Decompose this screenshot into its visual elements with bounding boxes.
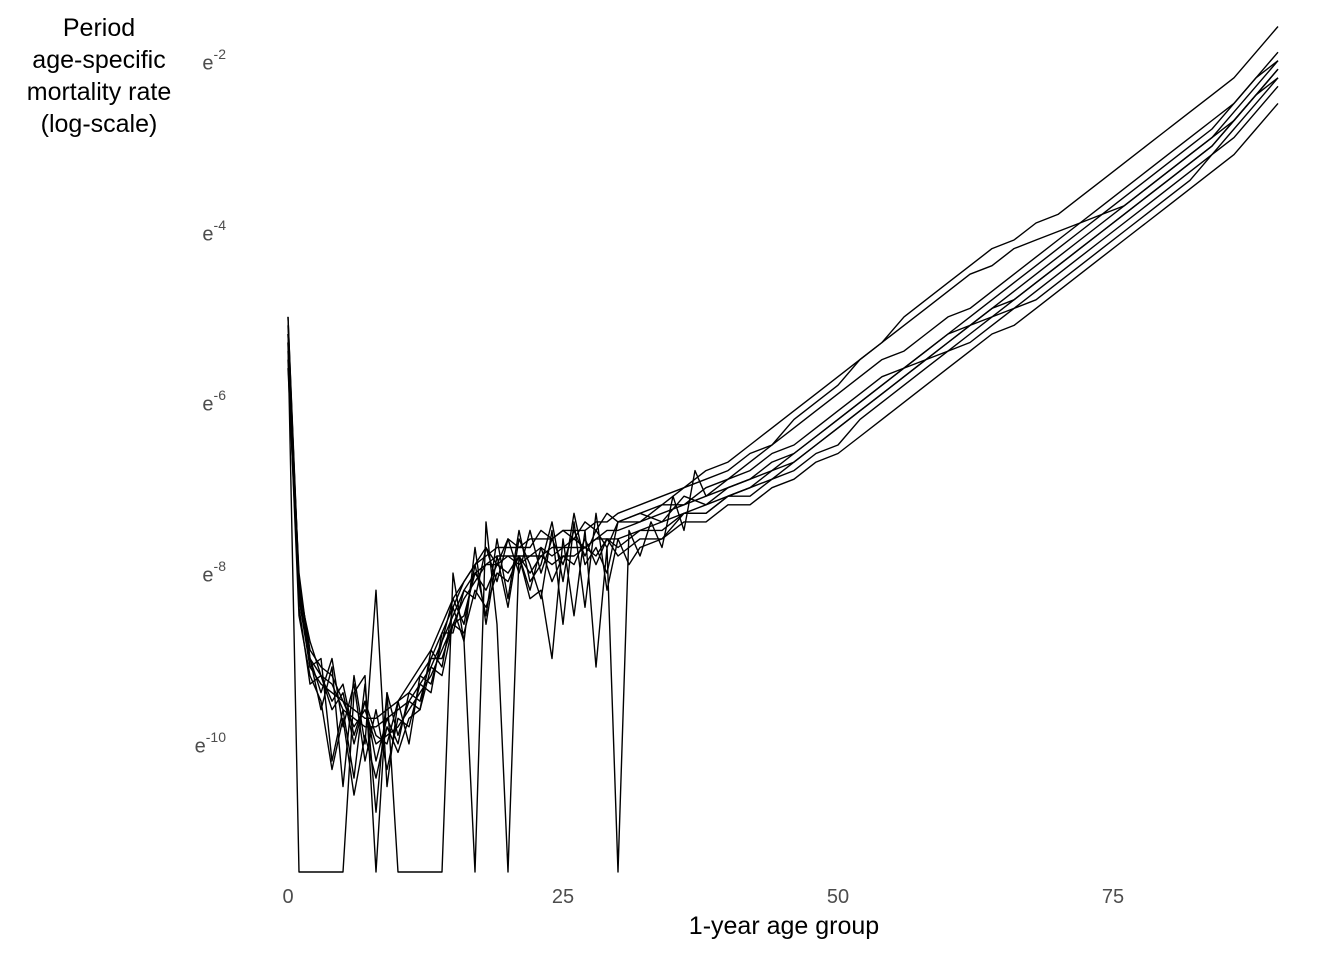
series-line-6: [287, 102, 1279, 796]
y-tick-base: e: [202, 564, 214, 587]
y-axis-title: Period age-specific mortality rate (log-…: [8, 12, 190, 140]
series-line-9: [287, 77, 1279, 813]
y-axis-title-line: age-specific: [32, 46, 166, 74]
y-tick-label: e-10: [166, 728, 226, 759]
x-tick-label: 25: [551, 886, 575, 908]
series-line-1: [287, 77, 1279, 728]
series-line-4: [287, 85, 1279, 762]
y-tick-base: e: [202, 393, 214, 416]
y-tick-base: e: [194, 735, 206, 758]
y-tick-label: e-2: [166, 45, 226, 76]
y-tick-exponent: -8: [213, 558, 226, 575]
y-tick-label: e-6: [166, 387, 226, 417]
y-tick-exponent: -10: [205, 728, 226, 745]
y-tick-base: e: [202, 52, 214, 75]
series-line-8: [287, 26, 1279, 873]
x-tick-label: 50: [826, 886, 850, 908]
y-tick-label: e-4: [166, 216, 226, 247]
y-axis-title-line: mortality rate: [26, 78, 172, 106]
x-tick-label: 0: [282, 886, 294, 908]
y-tick-exponent: -4: [213, 216, 226, 233]
series-line-2: [287, 68, 1279, 745]
x-tick-label: 75: [1101, 886, 1125, 908]
y-tick-base: e: [202, 223, 214, 246]
x-axis-title: 1-year age group: [688, 912, 880, 940]
y-tick-exponent: -6: [213, 387, 226, 404]
series-lines: [287, 26, 1279, 873]
y-tick-exponent: -2: [213, 45, 226, 62]
y-axis-title-line: Period: [62, 14, 136, 42]
series-line-10: [287, 60, 1279, 745]
y-tick-label: e-8: [166, 558, 226, 588]
y-axis-title-line: (log-scale): [40, 110, 158, 138]
